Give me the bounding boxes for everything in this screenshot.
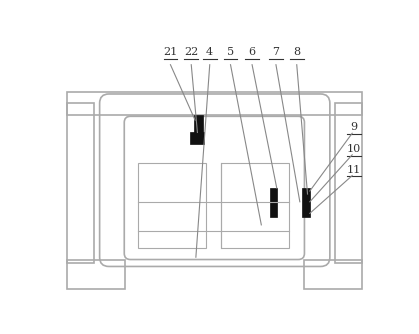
Text: 10: 10 xyxy=(347,144,361,154)
Bar xyxy=(138,163,206,248)
Bar xyxy=(191,133,204,144)
Text: 8: 8 xyxy=(293,47,300,57)
Text: 9: 9 xyxy=(350,123,357,133)
Bar xyxy=(270,188,277,217)
Bar xyxy=(305,260,362,289)
Bar xyxy=(67,260,125,289)
Text: 21: 21 xyxy=(163,47,178,57)
Text: 7: 7 xyxy=(272,47,279,57)
Bar xyxy=(67,92,362,115)
Bar xyxy=(194,115,203,136)
Bar xyxy=(302,188,310,217)
Text: 6: 6 xyxy=(248,47,256,57)
Text: 11: 11 xyxy=(347,165,361,175)
Text: 4: 4 xyxy=(206,47,213,57)
Bar xyxy=(335,103,362,263)
Text: 22: 22 xyxy=(184,47,198,57)
Text: 5: 5 xyxy=(227,47,234,57)
Bar xyxy=(67,103,94,263)
Bar xyxy=(221,163,289,248)
